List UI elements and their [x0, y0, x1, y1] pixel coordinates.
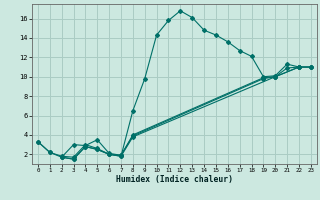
X-axis label: Humidex (Indice chaleur): Humidex (Indice chaleur)	[116, 175, 233, 184]
